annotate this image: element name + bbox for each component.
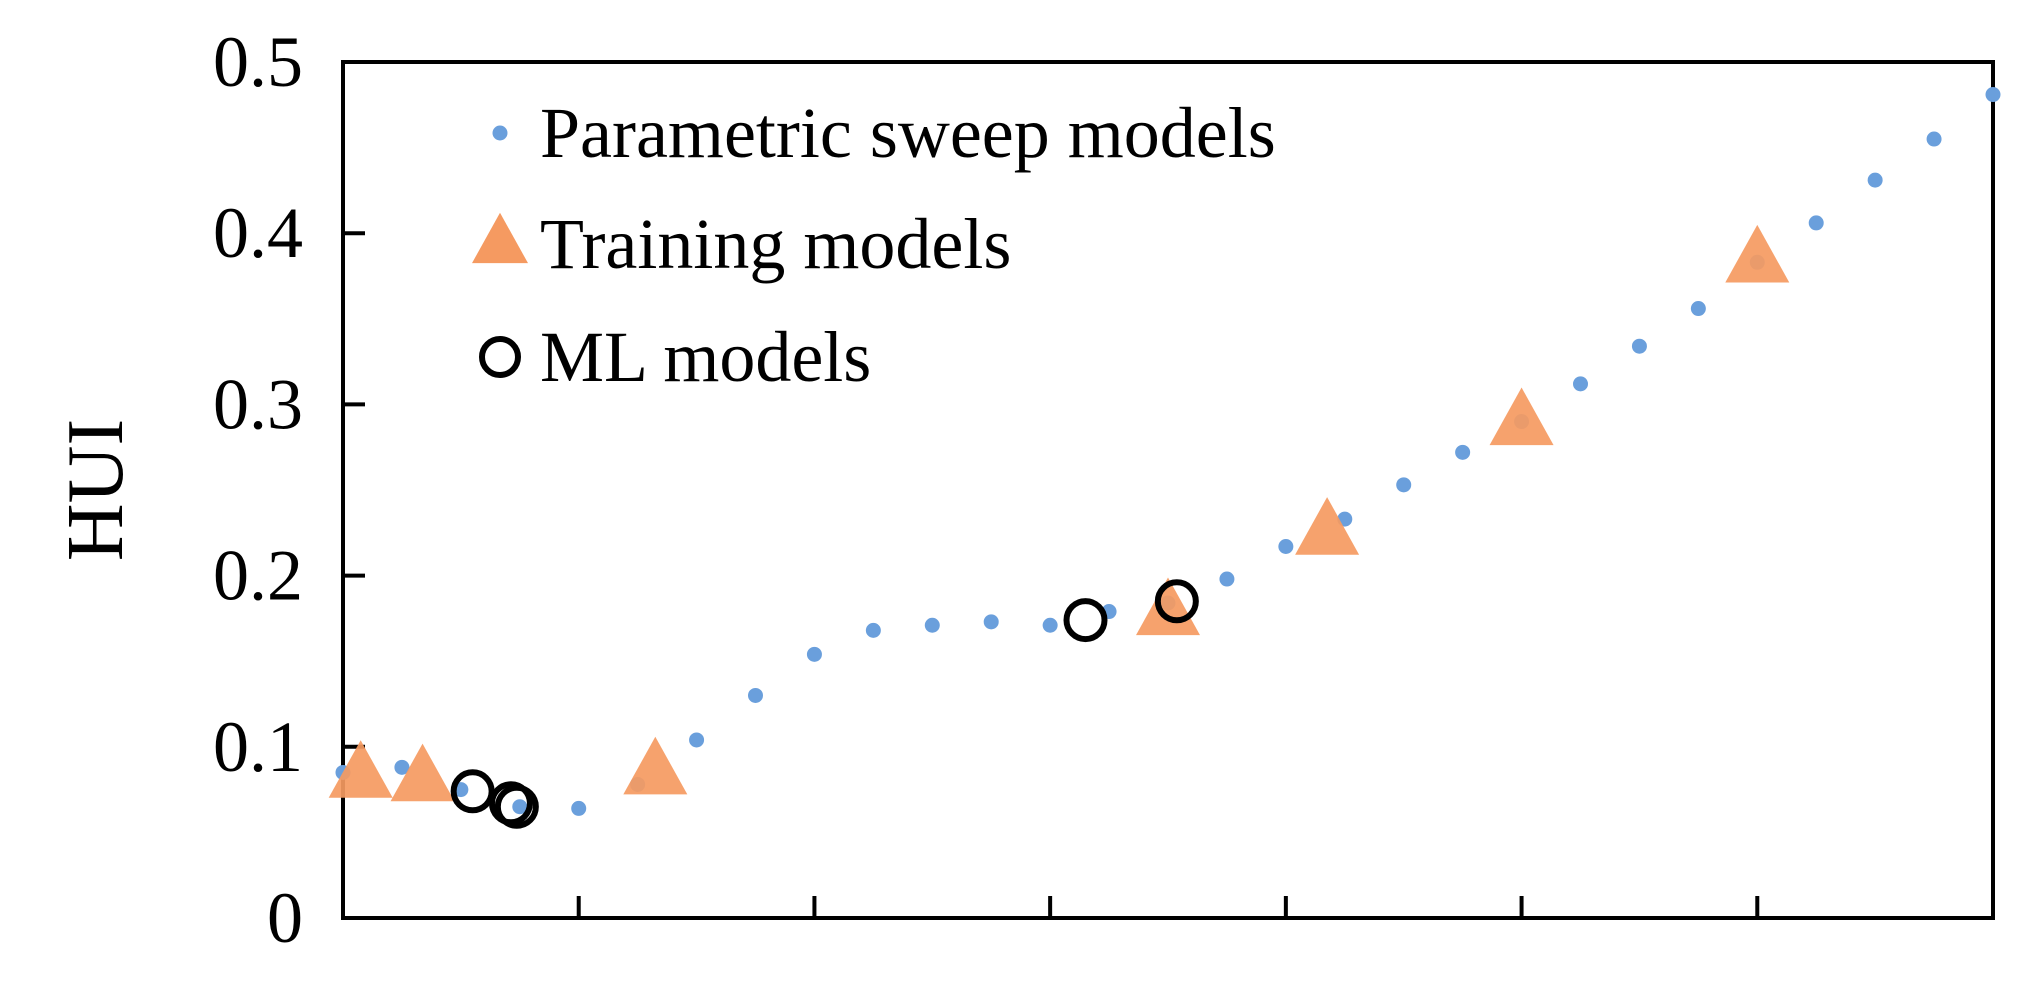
sweep-point: [1219, 571, 1235, 587]
sweep-point: [748, 687, 763, 703]
sweep-point: [1867, 172, 1883, 188]
y-tick-label: 0.3: [213, 364, 303, 444]
legend-entry-sweep: Parametric sweep models: [492, 93, 1276, 173]
legend-sweep-marker: [492, 125, 508, 141]
y-tick-label: 0.5: [213, 22, 303, 102]
legend-ml-label: ML models: [540, 317, 871, 397]
training-point: [623, 736, 688, 795]
ml-point: [450, 769, 495, 814]
sweep-point: [983, 614, 999, 630]
sweep-point: [1278, 538, 1294, 554]
sweep-point: [865, 622, 881, 638]
y-axis-ticks: 0 0.1 0.2 0.3 0.4 0.5: [213, 22, 365, 958]
sweep-point: [394, 759, 410, 775]
y-tick-label: 0.4: [213, 193, 303, 273]
plot-frame: [341, 60, 1995, 920]
sweep-point: [1042, 617, 1058, 633]
sweep-point: [512, 799, 528, 815]
legend: Parametric sweep models Training models …: [472, 93, 1276, 397]
ml-point: [1154, 579, 1199, 624]
training-point: [1489, 387, 1554, 446]
sweep-point: [1985, 87, 2001, 103]
sweep-point: [571, 800, 587, 816]
sweep-point: [1573, 376, 1588, 392]
legend-training-marker: [472, 212, 528, 264]
training-point: [1725, 224, 1790, 283]
sweep-point: [1396, 477, 1412, 493]
x-axis-ticks: [576, 896, 1760, 918]
y-axis-title: HUI: [52, 419, 140, 561]
legend-entry-ml: ML models: [479, 317, 871, 397]
sweep-point: [1808, 215, 1824, 231]
legend-sweep-label: Parametric sweep models: [540, 93, 1276, 173]
legend-ml-marker: [479, 336, 521, 378]
ml-point: [494, 784, 539, 829]
sweep-point: [689, 732, 705, 748]
sweep-point: [1690, 301, 1706, 317]
legend-entry-training: Training models: [472, 204, 1011, 284]
training-point: [328, 740, 393, 798]
y-tick-label: 0.1: [213, 707, 303, 787]
y-tick-label: 0.2: [213, 536, 303, 616]
data-marks: [328, 87, 2001, 829]
training-point: [390, 743, 455, 802]
training-point: [1295, 497, 1360, 555]
y-tick-label: 0: [267, 878, 303, 958]
sweep-point: [1455, 444, 1471, 460]
sweep-point: [924, 617, 940, 633]
sweep-point: [1631, 338, 1647, 354]
legend-training-label: Training models: [540, 204, 1011, 284]
ml-point: [1063, 598, 1108, 643]
sweep-point: [1926, 131, 1942, 147]
sweep-point: [806, 646, 822, 662]
